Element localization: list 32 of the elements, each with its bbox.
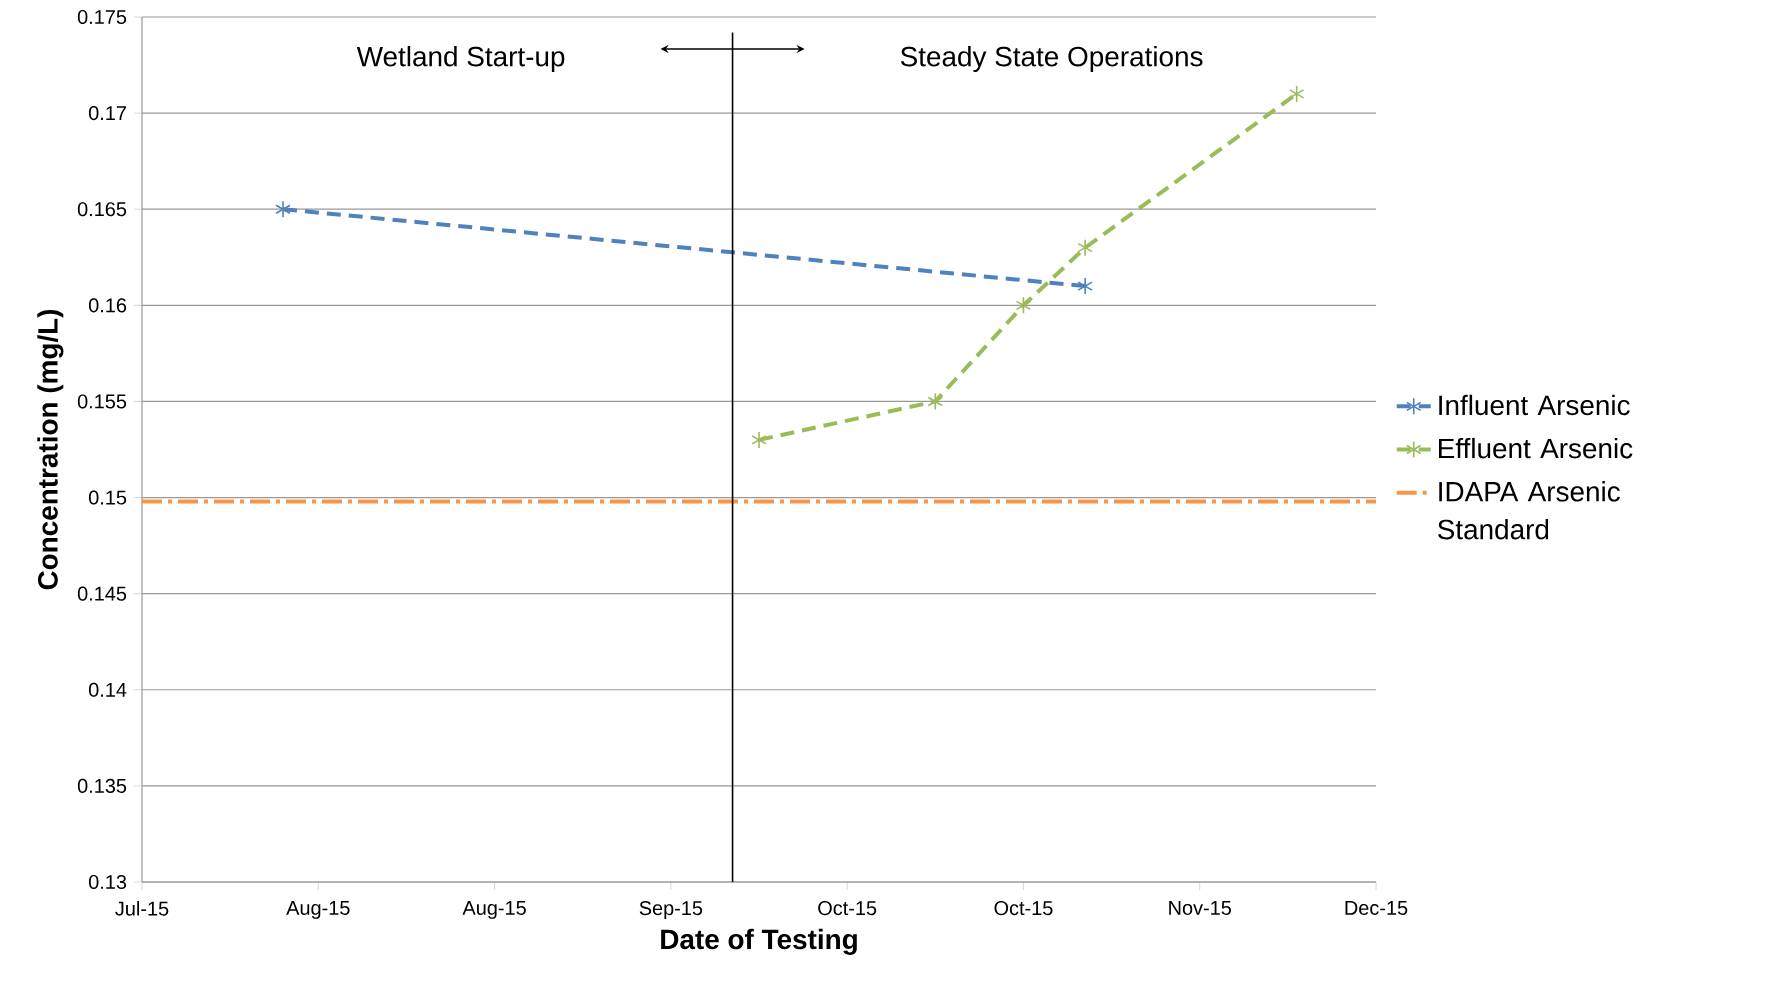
x-tick-label: Nov-15 bbox=[1169, 901, 1231, 915]
y-tick-label: 0.175 bbox=[77, 9, 127, 25]
x-tick-label: Aug-15 bbox=[462, 901, 526, 919]
y-tick-label: 0.17 bbox=[88, 106, 126, 121]
x-tick-label: Jul-15 bbox=[115, 901, 169, 916]
y-tick-label: 0.165 bbox=[77, 202, 127, 217]
x-tick-label: Oct-15 bbox=[994, 901, 1053, 916]
x-tick-label: Oct-15 bbox=[818, 901, 877, 916]
point bbox=[1288, 85, 1305, 103]
y-tick-label: 0.16 bbox=[88, 298, 127, 313]
y-axis-title: Concentration (mg/L) bbox=[37, 309, 64, 590]
annotation: Steady State Operations bbox=[900, 45, 1203, 72]
x-tick-label: Dec-15 bbox=[1345, 901, 1408, 915]
x-axis-title: Date of Testing bbox=[661, 928, 857, 955]
point bbox=[1077, 238, 1093, 257]
x-tick-label: Sep-15 bbox=[639, 901, 703, 920]
y-tick-label: 0.145 bbox=[77, 586, 127, 601]
y-tick-label: 0.14 bbox=[88, 682, 127, 697]
point bbox=[751, 431, 767, 449]
x-tick-label: Aug-15 bbox=[286, 901, 350, 919]
point bbox=[275, 200, 291, 219]
legend-label: Effluent Arsenic bbox=[1439, 437, 1633, 459]
annotation: Wetland Start-up bbox=[356, 45, 565, 72]
point bbox=[927, 392, 944, 411]
legend-label: Influent Arsenic bbox=[1439, 394, 1630, 416]
y-tick-label: 0.13 bbox=[88, 874, 127, 890]
y-tick-label: 0.155 bbox=[77, 394, 127, 409]
y-tick-label: 0.135 bbox=[77, 778, 127, 793]
point bbox=[1077, 277, 1093, 295]
point bbox=[1015, 296, 1032, 315]
legend-label: IDAPA Arsenic Standard bbox=[1438, 481, 1620, 540]
y-tick-label: 0.15 bbox=[88, 490, 127, 505]
